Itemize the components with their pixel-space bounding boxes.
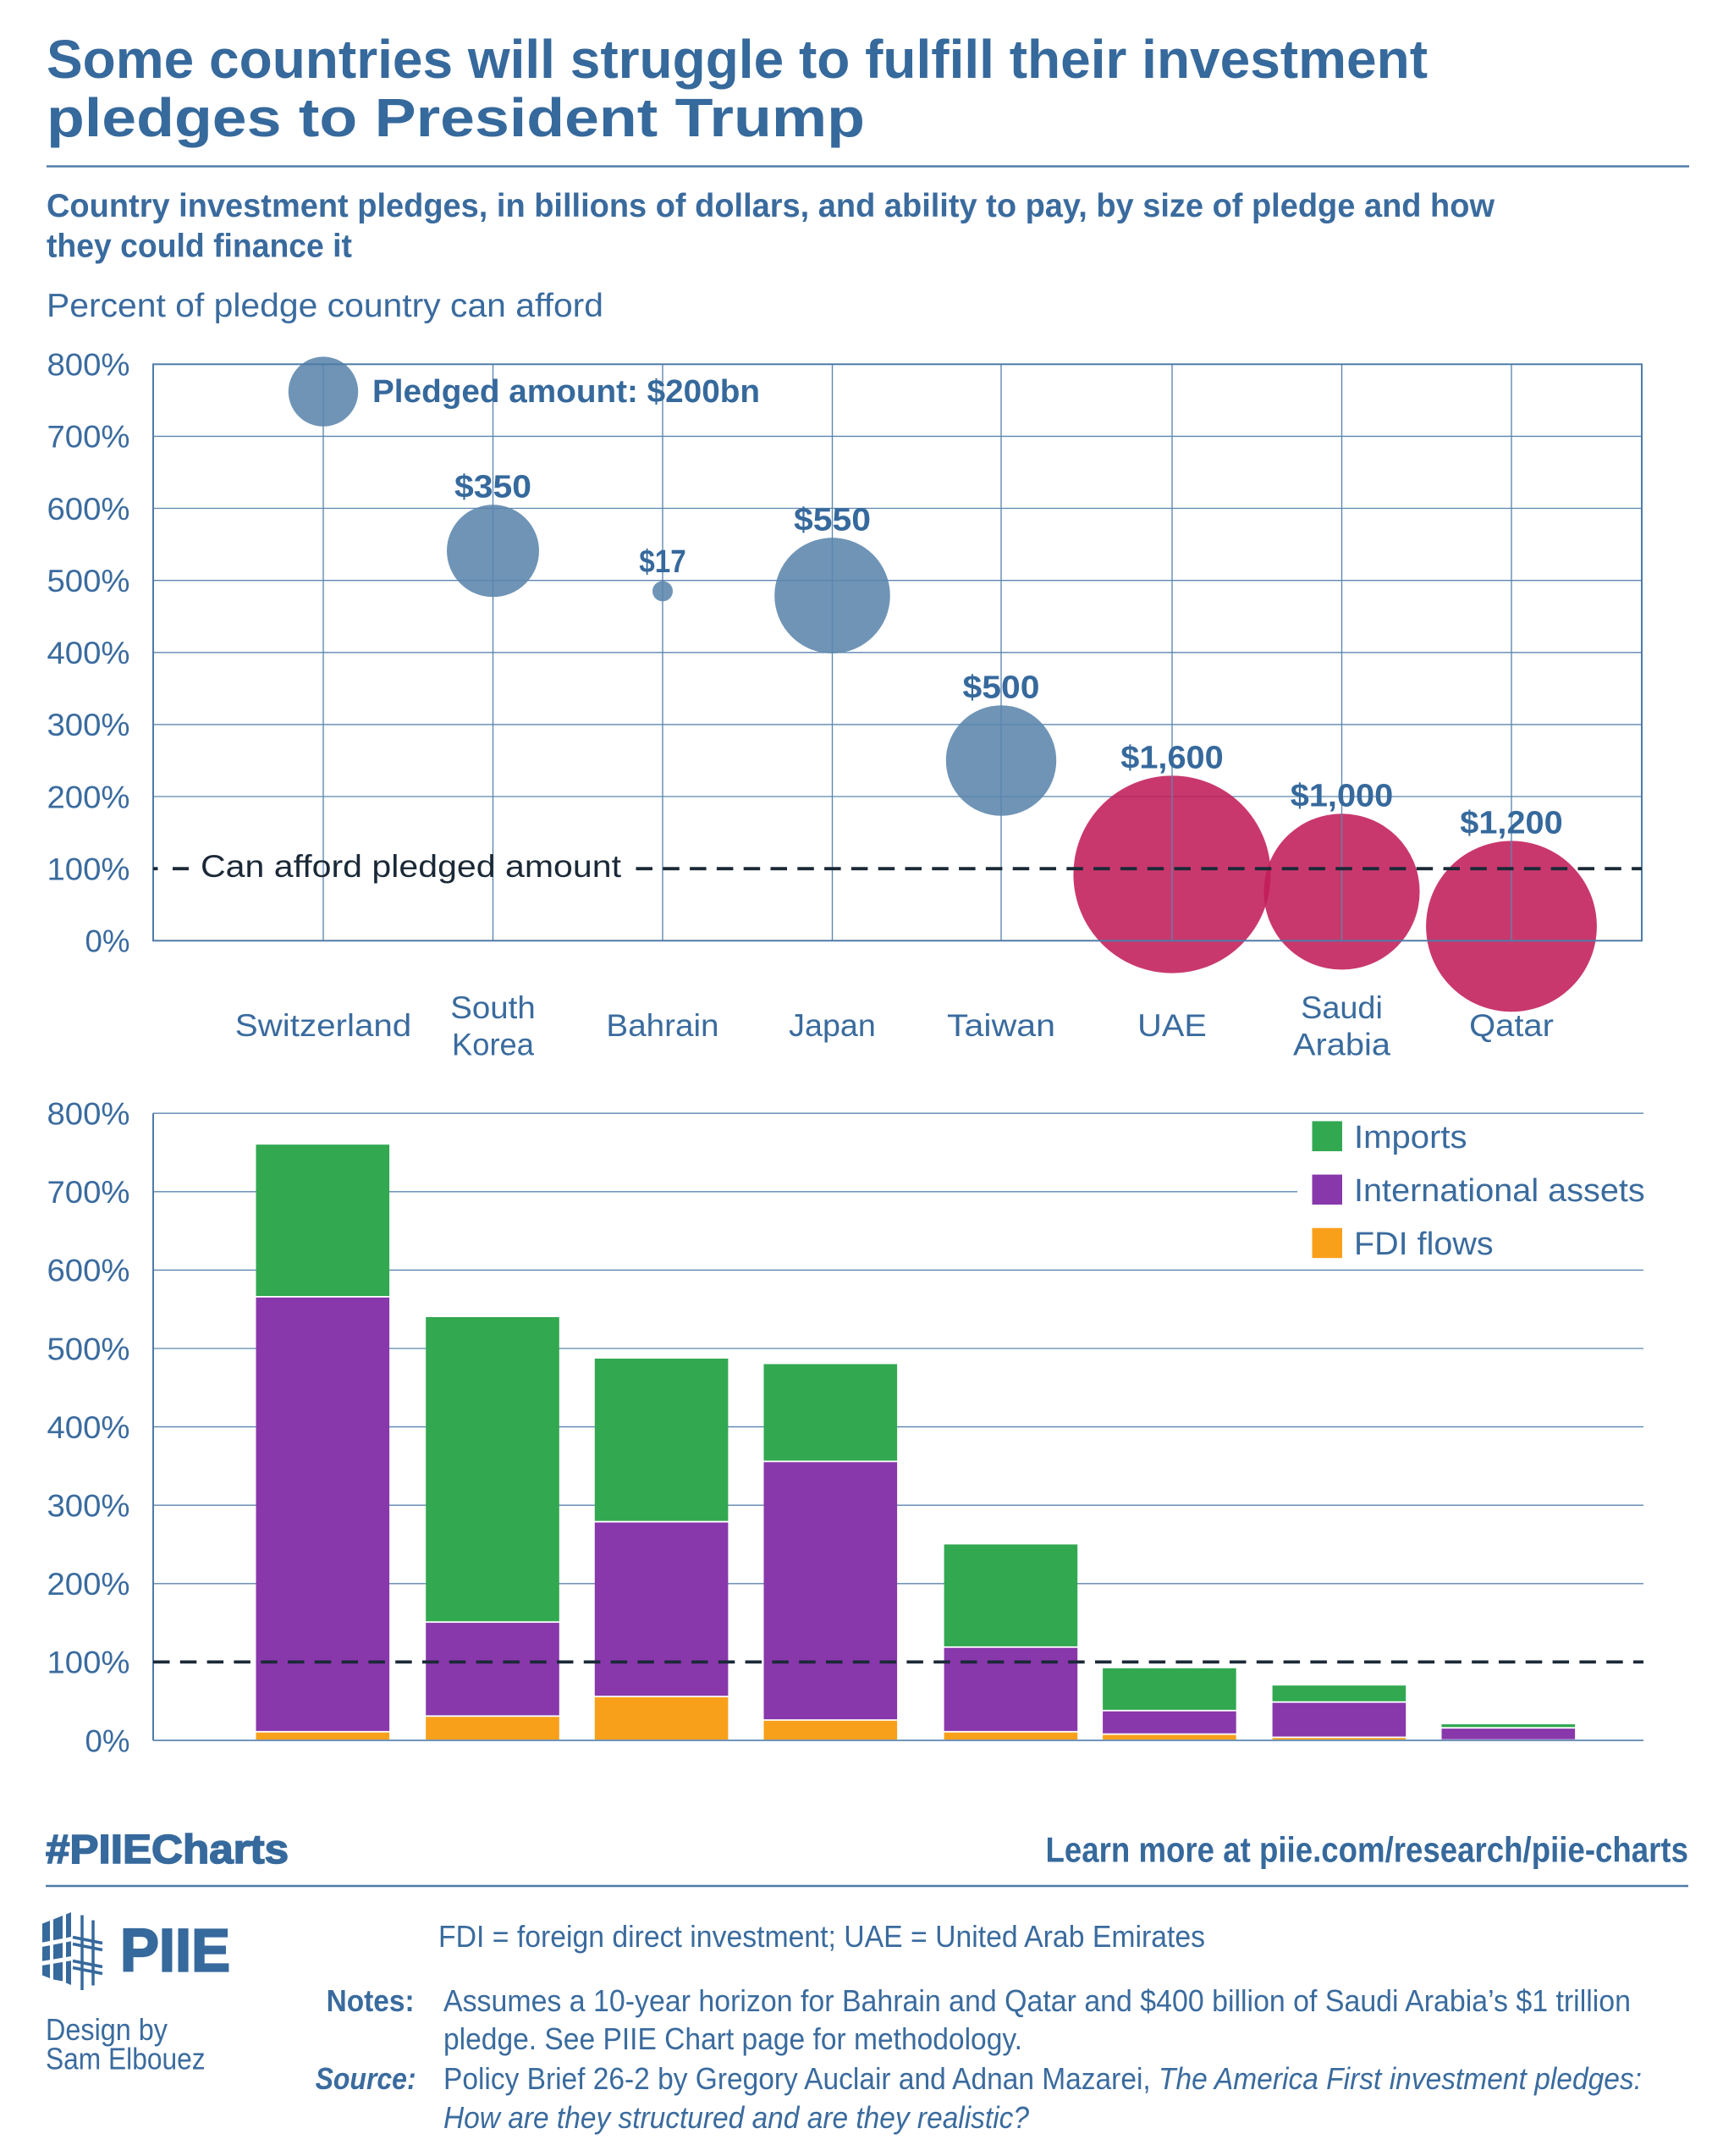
svg-text:Some countries will struggle t: Some countries will struggle to fulfill … bbox=[47, 29, 1428, 90]
svg-text:Pledged amount: $200bn: Pledged amount: $200bn bbox=[372, 374, 760, 410]
svg-text:Korea: Korea bbox=[452, 1027, 534, 1062]
svg-text:0%: 0% bbox=[85, 924, 130, 959]
svg-text:$550: $550 bbox=[794, 502, 871, 538]
svg-text:400%: 400% bbox=[47, 1410, 130, 1445]
svg-text:$1,200: $1,200 bbox=[1460, 805, 1563, 841]
svg-text:200%: 200% bbox=[47, 1567, 130, 1602]
svg-text:$500: $500 bbox=[963, 670, 1040, 705]
svg-text:FDI = foreign direct investmen: FDI = foreign direct investment; UAE = U… bbox=[438, 1919, 1205, 1954]
svg-text:Japan: Japan bbox=[789, 1007, 876, 1043]
svg-text:Switzerland: Switzerland bbox=[235, 1007, 412, 1043]
svg-text:Imports: Imports bbox=[1354, 1120, 1467, 1155]
svg-text:$1,600: $1,600 bbox=[1120, 740, 1224, 775]
svg-text:$17: $17 bbox=[639, 544, 686, 580]
svg-text:Percent of pledge country can: Percent of pledge country can afford bbox=[47, 288, 603, 324]
svg-text:pledges to President Trump: pledges to President Trump bbox=[47, 87, 865, 148]
svg-text:700%: 700% bbox=[47, 1175, 130, 1210]
svg-text:Country investment pledges, in: Country investment pledges, in billions … bbox=[47, 188, 1495, 224]
svg-text:Saudi: Saudi bbox=[1301, 990, 1383, 1025]
svg-text:300%: 300% bbox=[47, 708, 130, 742]
svg-text:Bahrain: Bahrain bbox=[606, 1007, 718, 1043]
svg-text:100%: 100% bbox=[47, 852, 130, 887]
svg-text:UAE: UAE bbox=[1137, 1007, 1207, 1043]
svg-text:800%: 800% bbox=[47, 348, 130, 383]
svg-text:PIIE: PIIE bbox=[120, 1918, 230, 1985]
svg-text:200%: 200% bbox=[47, 780, 130, 814]
svg-text:Policy Brief 26-2 by Gregory A: Policy Brief 26-2 by Gregory Auclair and… bbox=[443, 2061, 1642, 2096]
svg-text:300%: 300% bbox=[47, 1489, 130, 1524]
svg-text:Source:: Source: bbox=[316, 2061, 416, 2096]
svg-text:Learn more at piie.com/researc: Learn more at piie.com/research/piie-cha… bbox=[1046, 1830, 1689, 1870]
svg-text:South: South bbox=[450, 990, 535, 1025]
svg-text:they could finance it: they could finance it bbox=[47, 229, 352, 265]
svg-text:Taiwan: Taiwan bbox=[947, 1007, 1055, 1043]
svg-text:800%: 800% bbox=[47, 1097, 130, 1132]
svg-text:$350: $350 bbox=[454, 470, 531, 505]
svg-text:Can afford pledged amount: Can afford pledged amount bbox=[201, 849, 622, 884]
svg-text:pledge. See PIIE Chart page fo: pledge. See PIIE Chart page for methodol… bbox=[443, 2021, 1022, 2056]
svg-text:0%: 0% bbox=[85, 1723, 130, 1758]
svg-text:Assumes a 10-year horizon for: Assumes a 10-year horizon for Bahrain an… bbox=[443, 1983, 1631, 2018]
svg-text:500%: 500% bbox=[47, 1332, 130, 1366]
svg-text:600%: 600% bbox=[47, 1254, 130, 1288]
svg-text:100%: 100% bbox=[47, 1646, 130, 1680]
svg-text:#PIIECharts: #PIIECharts bbox=[46, 1828, 289, 1872]
svg-text:International assets: International assets bbox=[1354, 1173, 1645, 1209]
svg-text:500%: 500% bbox=[47, 564, 130, 598]
svg-text:400%: 400% bbox=[47, 636, 130, 670]
svg-text:Arabia: Arabia bbox=[1293, 1027, 1390, 1062]
svg-text:700%: 700% bbox=[47, 420, 130, 455]
svg-text:Design by: Design by bbox=[46, 2012, 168, 2047]
svg-text:FDI flows: FDI flows bbox=[1354, 1227, 1494, 1262]
svg-text:Sam Elbouez: Sam Elbouez bbox=[46, 2041, 206, 2076]
svg-text:600%: 600% bbox=[47, 492, 130, 527]
svg-text:Qatar: Qatar bbox=[1469, 1007, 1554, 1043]
svg-text:$1,000: $1,000 bbox=[1291, 778, 1394, 813]
svg-text:Notes:: Notes: bbox=[327, 1983, 415, 2018]
svg-text:How are they structured and ar: How are they structured and are they rea… bbox=[443, 2100, 1029, 2135]
